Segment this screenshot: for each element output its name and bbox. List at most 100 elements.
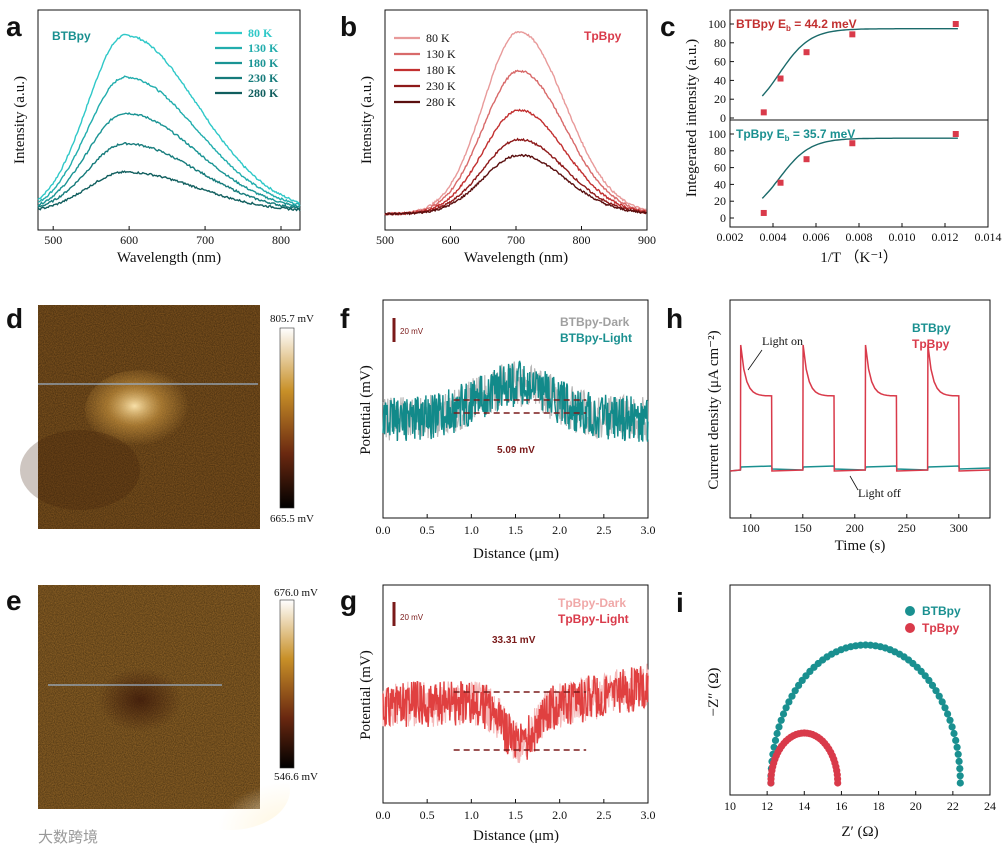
plot-frame-h xyxy=(729,299,991,519)
a-xticklabel-1: 600 xyxy=(120,233,138,247)
g-xticklabel-1: 0.5 xyxy=(420,808,435,822)
i-btbpy-point-8 xyxy=(775,723,783,731)
panel-b-sample-label: TpBpy xyxy=(584,29,622,43)
i-xticklabel-3: 16 xyxy=(835,799,847,813)
colorbar-d-max: 805.7 mV xyxy=(270,313,314,325)
i-btbpy-point-49 xyxy=(941,704,949,712)
i-xticklabel-2: 14 xyxy=(798,799,810,813)
xlabel-h: Time (s) xyxy=(835,538,886,554)
c-top-point-3 xyxy=(849,31,856,38)
c-bottom-yticklabel-3: 60 xyxy=(714,161,726,175)
scalebar-g-label: 20 mV xyxy=(400,613,424,622)
panel-label-a: a xyxy=(6,11,22,42)
f-xticklabel-0: 0.0 xyxy=(376,523,391,537)
a-xticklabel-2: 700 xyxy=(196,233,214,247)
c-bottom-point-2 xyxy=(803,156,810,163)
ylabel-c: Integerated intensity (a.u.) xyxy=(684,39,700,197)
colorbar-d-min: 665.5 mV xyxy=(270,513,314,525)
ylabel-i: −Z″ (Ω) xyxy=(706,668,722,717)
i-btbpy-point-11 xyxy=(782,704,790,712)
i-btbpy-point-6 xyxy=(771,736,780,745)
i-xticklabel-5: 20 xyxy=(910,799,922,813)
i-btbpy-point-10 xyxy=(779,710,788,718)
panel-label-h: h xyxy=(666,303,683,334)
f-xticklabel-4: 2.0 xyxy=(552,523,567,537)
c-xticklabel-5: 0.012 xyxy=(932,230,959,244)
c-xticklabel-2: 0.006 xyxy=(803,230,830,244)
panel-label-f: f xyxy=(340,303,350,334)
i-btbpy-point-45 xyxy=(928,681,937,690)
scalebar-f-label: 20 mV xyxy=(400,327,424,336)
a-series-0 xyxy=(37,33,301,205)
b-xticklabel-0: 500 xyxy=(376,233,394,247)
h-series-tpbpy xyxy=(729,344,991,472)
i-btbpy-point-46 xyxy=(932,687,940,695)
f-xticklabel-5: 2.5 xyxy=(596,523,611,537)
colorbar-d xyxy=(279,327,295,509)
b-xticklabel-4: 900 xyxy=(638,233,656,247)
annotation-f: 5.09 mV xyxy=(497,445,535,456)
kpfm-map-e xyxy=(38,585,290,830)
f-series-1 xyxy=(382,360,649,442)
c-xticklabel-6: 0.014 xyxy=(975,230,1002,244)
ylabel-f: Potential (mV) xyxy=(358,365,374,455)
i-btbpy-point-53 xyxy=(950,729,958,738)
a-legend-label-0: 80 K xyxy=(248,26,273,40)
h-xticklabel-2: 200 xyxy=(846,521,864,535)
b-series-1 xyxy=(384,69,647,216)
c-xticklabel-1: 0.004 xyxy=(760,230,787,244)
i-xticklabel-1: 12 xyxy=(761,799,773,813)
xlabel-g: Distance (μm) xyxy=(473,828,559,844)
xlabel-i: Z′ (Ω) xyxy=(841,824,878,840)
c-top-point-4 xyxy=(952,21,959,27)
colorbar-e xyxy=(279,599,295,769)
legend-h-btbpy: BTBpy xyxy=(912,321,951,335)
a-series-4 xyxy=(37,170,301,212)
legend-i-btbpy-marker xyxy=(905,606,915,616)
c-top-yticklabel-5: 100 xyxy=(708,17,726,31)
annotation-g: 33.31 mV xyxy=(492,635,536,646)
i-btbpy-point-9 xyxy=(777,716,785,724)
panel-label-b: b xyxy=(340,11,357,42)
i-btbpy-point-14 xyxy=(791,687,799,695)
legend-i-btbpy: BTBpy xyxy=(922,604,961,618)
i-btbpy-point-5 xyxy=(770,743,778,751)
xlabel-b: Wavelength (nm) xyxy=(464,250,568,266)
c-bottom-yticklabel-4: 80 xyxy=(714,144,726,158)
i-btbpy-point-12 xyxy=(785,698,793,706)
h-xticklabel-4: 300 xyxy=(950,521,968,535)
i-btbpy-point-54 xyxy=(952,736,960,745)
colorbar-e-max: 676.0 mV xyxy=(274,587,318,599)
plot-frame-b xyxy=(384,9,648,231)
c-top-yticklabel-1: 20 xyxy=(714,92,726,106)
c-bottom-point-4 xyxy=(952,131,959,137)
g-xticklabel-3: 1.5 xyxy=(508,808,523,822)
panel-label-i: i xyxy=(676,587,684,618)
i-btbpy-point-56 xyxy=(954,750,962,758)
c-bottom-point-0 xyxy=(760,209,767,216)
legend-i-tpbpy-marker xyxy=(905,623,915,633)
b-series-0 xyxy=(384,30,647,216)
c-top-fit xyxy=(761,28,958,97)
ylabel-h: Current density (μA cm⁻²) xyxy=(706,330,722,489)
xlabel-f: Distance (μm) xyxy=(473,546,559,562)
c-xticklabel-4: 0.010 xyxy=(889,230,916,244)
c-bottom-fit xyxy=(761,137,958,199)
arrow-light-on xyxy=(747,349,763,371)
i-btbpy-point-7 xyxy=(773,729,781,738)
panel-label-g: g xyxy=(340,585,357,616)
a-series-1 xyxy=(37,75,301,207)
c-top-yticklabel-0: 0 xyxy=(720,111,726,125)
h-xticklabel-3: 250 xyxy=(898,521,916,535)
i-xticklabel-0: 10 xyxy=(724,799,736,813)
i-btbpy-point-52 xyxy=(948,723,956,731)
b-legend-label-4: 280 K xyxy=(426,95,456,109)
kpfm-map-d xyxy=(20,305,260,529)
b-series-2 xyxy=(384,108,647,216)
g-xticklabel-2: 1.0 xyxy=(464,808,479,822)
f-xticklabel-3: 1.5 xyxy=(508,523,523,537)
h-xticklabel-0: 100 xyxy=(742,521,760,535)
xlabel-c: 1/T （K⁻¹） xyxy=(820,249,898,266)
